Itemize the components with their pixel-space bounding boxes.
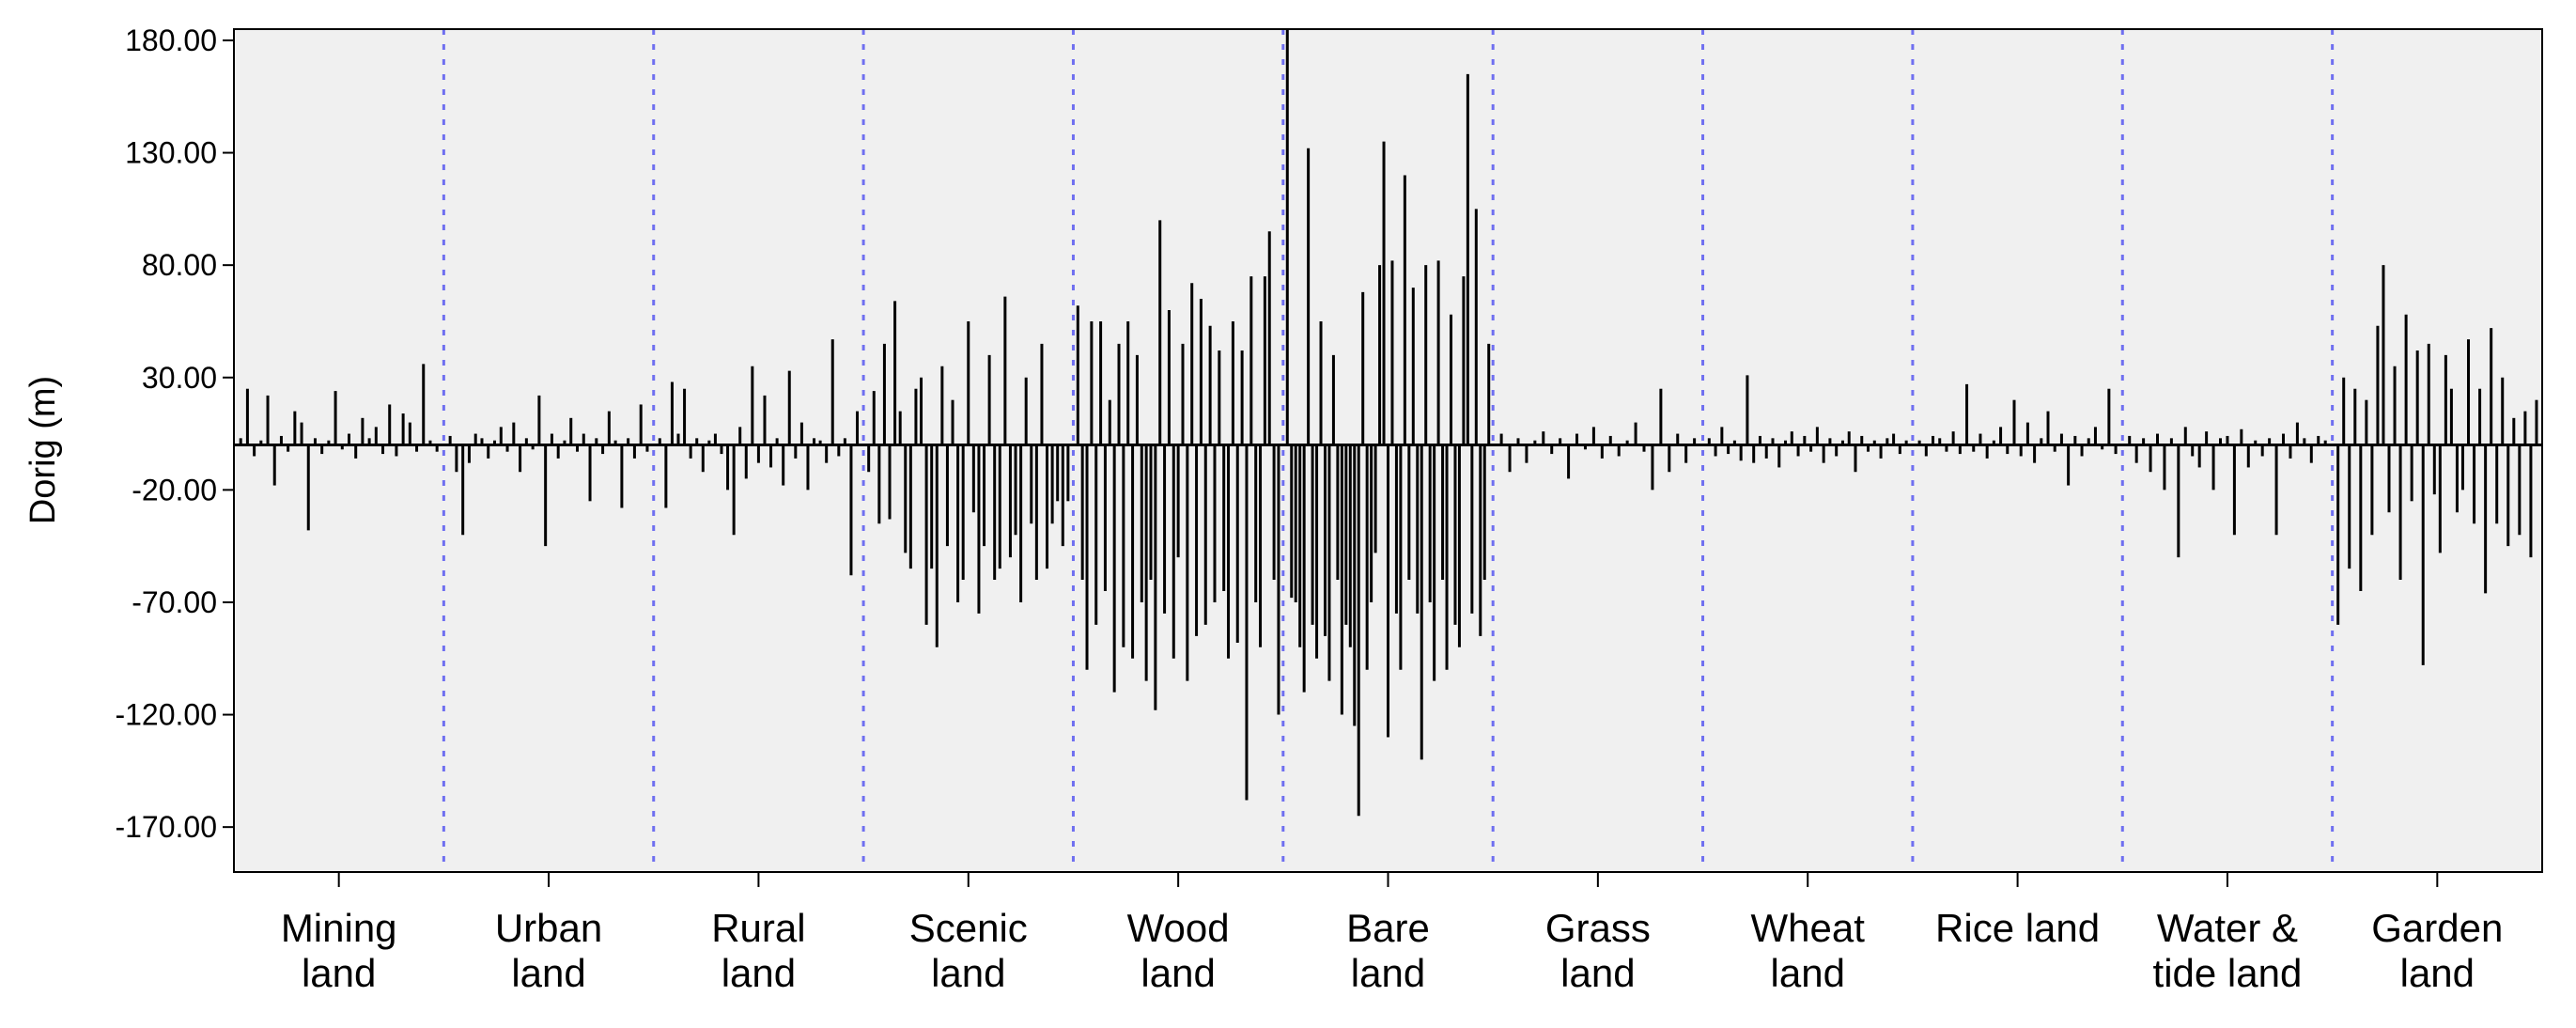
x-category-label-line: Bare — [1346, 906, 1430, 950]
y-axis-title: Dorig (m) — [23, 376, 63, 524]
x-category-label-line: land — [1351, 951, 1425, 995]
y-tick-label: 180.00 — [125, 23, 217, 57]
x-category-label: Grass land — [1545, 906, 1651, 995]
x-category-label: Rice land — [1935, 906, 2100, 950]
x-category-label-line: Wood — [1127, 906, 1230, 950]
x-category-label-line: land — [1560, 951, 1635, 995]
x-category-label-line: Garden — [2371, 906, 2503, 950]
x-category-label-line: land — [931, 951, 1005, 995]
x-category-label-line: land — [1771, 951, 1845, 995]
x-category-label-line: Rice land — [1935, 906, 2100, 950]
x-category-label: Garden land — [2371, 906, 2503, 995]
x-category-label-line: land — [1141, 951, 1215, 995]
x-category-label-line: Urban — [495, 906, 602, 950]
x-category-label-line: Wheat — [1751, 906, 1866, 950]
x-category-label-line: land — [722, 951, 796, 995]
y-axis: 180.00 130.00 80.00 30.00 -20.00 -70.00 -120.0… — [115, 23, 234, 844]
y-tick-label: 30.00 — [142, 361, 217, 395]
group-separators — [442, 29, 2335, 872]
x-category-label: Bare land — [1346, 906, 1430, 995]
y-tick-label: -20.00 — [132, 473, 217, 506]
y-tick-label: -70.00 — [132, 585, 217, 619]
x-category-label: Mining land — [281, 906, 397, 995]
x-category-label-line: Water & — [2157, 906, 2298, 950]
y-tick-label: 130.00 — [125, 136, 217, 170]
y-tick-label: -170.00 — [115, 810, 217, 844]
x-category-label: Rural land — [711, 906, 805, 995]
x-category-label-line: land — [2400, 951, 2475, 995]
bars — [239, 29, 2538, 817]
x-category-label-line: land — [511, 951, 585, 995]
x-category-label-line: Rural — [711, 906, 805, 950]
x-category-label-line: Scenic — [909, 906, 1028, 950]
x-category-label: Scenic land — [909, 906, 1028, 995]
x-category-label: Water & tide land — [2153, 906, 2303, 995]
x-category-label-line: Grass — [1545, 906, 1651, 950]
x-category-label-line: Mining — [281, 906, 397, 950]
y-tick-label: -120.00 — [115, 698, 217, 732]
x-category-label-line: land — [302, 951, 376, 995]
x-category-label: Wood land — [1127, 906, 1230, 995]
x-category-label-line: tide land — [2153, 951, 2303, 995]
x-category-label: Urban land — [495, 906, 602, 995]
y-tick-label: 80.00 — [142, 248, 217, 282]
x-category-label: Wheat land — [1751, 906, 1866, 995]
